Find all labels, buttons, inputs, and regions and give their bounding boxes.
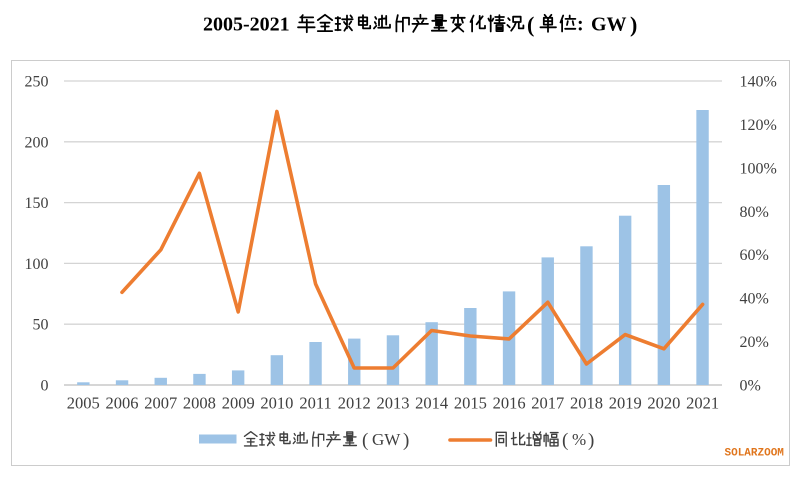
- svg-text:40%: 40%: [740, 291, 769, 308]
- svg-text:): ): [630, 12, 637, 37]
- svg-text:0%: 0%: [740, 378, 761, 395]
- svg-text:0: 0: [41, 378, 49, 395]
- svg-text:100%: 100%: [740, 160, 777, 177]
- svg-text:%: %: [572, 430, 586, 449]
- svg-text:50: 50: [33, 317, 49, 334]
- svg-text::: :: [577, 14, 584, 36]
- svg-text:2012: 2012: [338, 394, 371, 413]
- svg-text:(: (: [562, 430, 568, 451]
- svg-text:2015: 2015: [454, 394, 487, 413]
- svg-text:140%: 140%: [740, 74, 777, 91]
- svg-text:60%: 60%: [740, 247, 769, 264]
- svg-text:2017: 2017: [531, 394, 564, 413]
- svg-text:): ): [403, 430, 409, 451]
- svg-text:200: 200: [25, 134, 49, 151]
- svg-text:2008: 2008: [183, 394, 216, 413]
- svg-text:): ): [588, 430, 594, 451]
- svg-text:2005: 2005: [67, 394, 100, 413]
- svg-text:GW: GW: [372, 430, 401, 449]
- svg-text:250: 250: [25, 74, 49, 91]
- svg-text:2006: 2006: [106, 394, 139, 413]
- svg-text:120%: 120%: [740, 117, 777, 134]
- svg-text:80%: 80%: [740, 204, 769, 221]
- svg-text:2013: 2013: [377, 394, 410, 413]
- svg-text:2011: 2011: [299, 394, 331, 413]
- svg-text:GW: GW: [591, 14, 627, 36]
- svg-text:(: (: [527, 12, 534, 37]
- svg-text:2020: 2020: [647, 394, 680, 413]
- svg-text:SOLARZOOM: SOLARZOOM: [725, 448, 785, 460]
- svg-text:2021: 2021: [686, 394, 719, 413]
- svg-text:2010: 2010: [260, 394, 293, 413]
- svg-text:2005-2021: 2005-2021: [203, 14, 290, 36]
- svg-text:2014: 2014: [415, 394, 448, 413]
- svg-text:100: 100: [25, 256, 49, 273]
- svg-text:2016: 2016: [493, 394, 526, 413]
- svg-text:150: 150: [25, 195, 49, 212]
- svg-text:2007: 2007: [144, 394, 177, 413]
- svg-text:2019: 2019: [609, 394, 642, 413]
- svg-text:2018: 2018: [570, 394, 603, 413]
- svg-text:20%: 20%: [740, 334, 769, 351]
- svg-text:2009: 2009: [222, 394, 255, 413]
- svg-text:(: (: [362, 430, 368, 451]
